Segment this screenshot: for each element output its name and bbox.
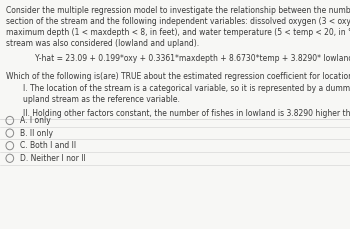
Text: upland stream as the reference variable.: upland stream as the reference variable. [23,95,180,104]
Text: Which of the following is(are) TRUE about the estimated regression coefficient f: Which of the following is(are) TRUE abou… [6,72,350,81]
Text: Consider the multiple regression model to investigate the relationship between t: Consider the multiple regression model t… [6,6,350,15]
Text: Y-hat = 23.09 + 0.199*oxy + 0.3361*maxdepth + 8.6730*temp + 3.8290* lowland.: Y-hat = 23.09 + 0.199*oxy + 0.3361*maxde… [35,54,350,63]
Text: II. Holding other factors constant, the number of fishes in lowland is 3.8290 hi: II. Holding other factors constant, the … [23,109,350,118]
Text: D. Neither I nor II: D. Neither I nor II [20,154,86,163]
Text: I. The location of the stream is a categorical variable, so it is represented by: I. The location of the stream is a categ… [23,84,350,93]
Text: C. Both I and II: C. Both I and II [20,141,76,150]
Text: B. II only: B. II only [20,129,53,138]
Text: A. I only: A. I only [20,116,51,125]
Text: stream was also considered (lowland and upland).: stream was also considered (lowland and … [6,39,200,48]
Text: section of the stream and the following independent variables: dissolved oxygen : section of the stream and the following … [6,17,350,26]
Text: maximum depth (1 < maxdepth < 8, in feet), and water temperature (5 < temp < 20,: maximum depth (1 < maxdepth < 8, in feet… [6,28,350,37]
